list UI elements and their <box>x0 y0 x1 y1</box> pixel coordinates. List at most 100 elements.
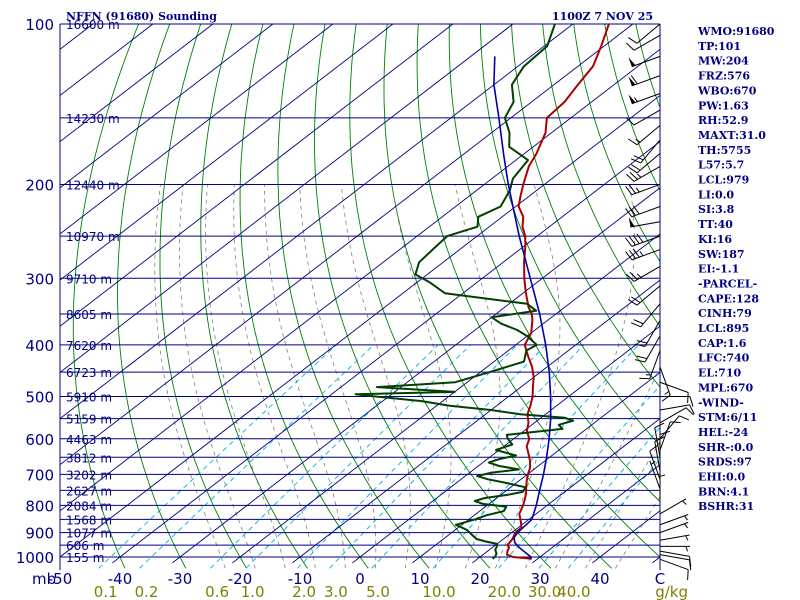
wind-barb <box>626 165 661 182</box>
height-label: 6723 m <box>66 366 112 380</box>
height-label: 2627 m <box>66 484 112 498</box>
wind-barb-feather <box>628 166 638 174</box>
wind-barb-feather <box>626 173 635 182</box>
isotherm <box>60 24 514 373</box>
index-item: KI:16 <box>698 233 732 246</box>
wind-barb-half <box>636 173 642 178</box>
wind-barb-shaft <box>659 550 690 557</box>
index-item: RH:52.9 <box>698 114 748 127</box>
wind-barb-shaft <box>659 554 690 561</box>
wind-barb <box>659 381 689 403</box>
isotherm <box>60 24 274 189</box>
isotherm <box>60 48 660 512</box>
chart-time: 1100Z 7 NOV 25 <box>552 10 653 23</box>
wind-barb-feather <box>687 392 689 403</box>
wind-barb-feather <box>633 319 644 325</box>
wind-barb-shaft <box>631 249 661 261</box>
height-label: 5910 m <box>66 391 112 405</box>
index-item: LCL:895 <box>698 322 749 335</box>
moist-adiabat <box>494 184 561 569</box>
mixing-ratio-line <box>432 344 639 569</box>
pressure-label-400: 400 <box>25 337 54 355</box>
mixing-ratio-line <box>98 344 337 569</box>
wind-barb <box>630 303 661 328</box>
x-axis-label: mb <box>32 570 56 588</box>
wind-barb <box>630 139 661 164</box>
isotherm <box>479 417 660 558</box>
wind-barb-shaft <box>630 221 661 228</box>
temp-label: 40 <box>590 570 609 588</box>
wind-barb <box>659 366 671 402</box>
wind-barb <box>625 183 661 196</box>
wind-barb-shaft <box>631 235 661 247</box>
index-item: SHR-:0.0 <box>698 441 754 454</box>
wind-barb-flag <box>628 217 635 227</box>
temp-unit-label: C <box>655 570 665 588</box>
wind-barb-feather <box>687 569 689 581</box>
background-lines <box>60 12 800 569</box>
height-label: 8605 m <box>66 308 112 322</box>
index-item: LCL:979 <box>698 174 749 187</box>
wind-barb <box>659 521 689 534</box>
wind-barb-shaft <box>659 381 689 393</box>
dry-adiabat <box>117 24 187 569</box>
dry-adiabat <box>787 12 800 568</box>
wind-barb-feather <box>631 164 641 171</box>
mixing-ratio-label: 3.0 <box>324 583 348 600</box>
height-label: 10970 m <box>66 230 120 244</box>
wind-barb <box>659 472 666 503</box>
mixing-ratio-label: 30.0 <box>528 583 561 600</box>
index-item: SW:187 <box>698 248 745 261</box>
moist-adiabat <box>154 184 226 569</box>
wind-barb-shaft <box>659 514 689 526</box>
wind-barb-feather <box>639 377 650 380</box>
height-label: 1568 m <box>66 513 112 527</box>
isotherm <box>172 556 181 564</box>
wind-barb <box>649 460 661 490</box>
wind-barb-feather <box>670 421 681 423</box>
wind-barb <box>625 248 661 261</box>
wind-barb-feather <box>685 407 694 416</box>
wind-barb-shaft <box>659 521 689 534</box>
wind-barb-feather <box>628 236 636 246</box>
wind-barb <box>634 335 661 363</box>
isotherm <box>352 556 361 564</box>
height-label: 4463 m <box>66 433 112 447</box>
index-item: BRN:4.1 <box>698 485 749 498</box>
wind-barb-feather <box>629 171 638 180</box>
wind-barb <box>625 233 661 247</box>
wind-barb <box>628 55 661 68</box>
mixing-ratio-label: 1.0 <box>241 583 265 600</box>
wind-barb <box>625 205 661 218</box>
wind-barb-shaft <box>659 558 689 571</box>
wind-barb <box>628 23 661 44</box>
wind-barb <box>659 404 695 415</box>
wind-barb <box>628 153 661 174</box>
wind-barb-flag <box>628 94 636 104</box>
isotherm <box>299 279 660 558</box>
wind-barb <box>659 421 681 451</box>
pressure-label-500: 500 <box>25 389 54 407</box>
dry-adiabat <box>573 24 660 263</box>
wind-barb <box>659 415 690 440</box>
index-item: EHI:0.0 <box>698 471 745 484</box>
wind-barb <box>626 109 661 126</box>
index-item: SI:3.8 <box>698 203 735 216</box>
wind-barb-shaft <box>636 153 661 174</box>
wind-barb-feather <box>628 37 638 44</box>
sounding-curves <box>354 24 610 560</box>
index-item: TT:40 <box>698 218 733 231</box>
index-item: TP:101 <box>698 40 741 53</box>
wind-barb-feather <box>632 205 640 215</box>
index-item: BSHR:31 <box>698 500 754 513</box>
wind-barb-feather <box>625 208 633 218</box>
moist-adiabat <box>554 366 660 569</box>
wind-barb <box>628 125 661 146</box>
mixing-ratio-label: 0.1 <box>94 583 118 600</box>
wind-barb-shaft <box>649 460 661 490</box>
wind-barbs <box>625 23 695 581</box>
wind-barb-shaft <box>659 421 671 451</box>
mixing-ratio-unit: g/kg <box>655 583 688 600</box>
wind-barb-half <box>635 187 640 193</box>
